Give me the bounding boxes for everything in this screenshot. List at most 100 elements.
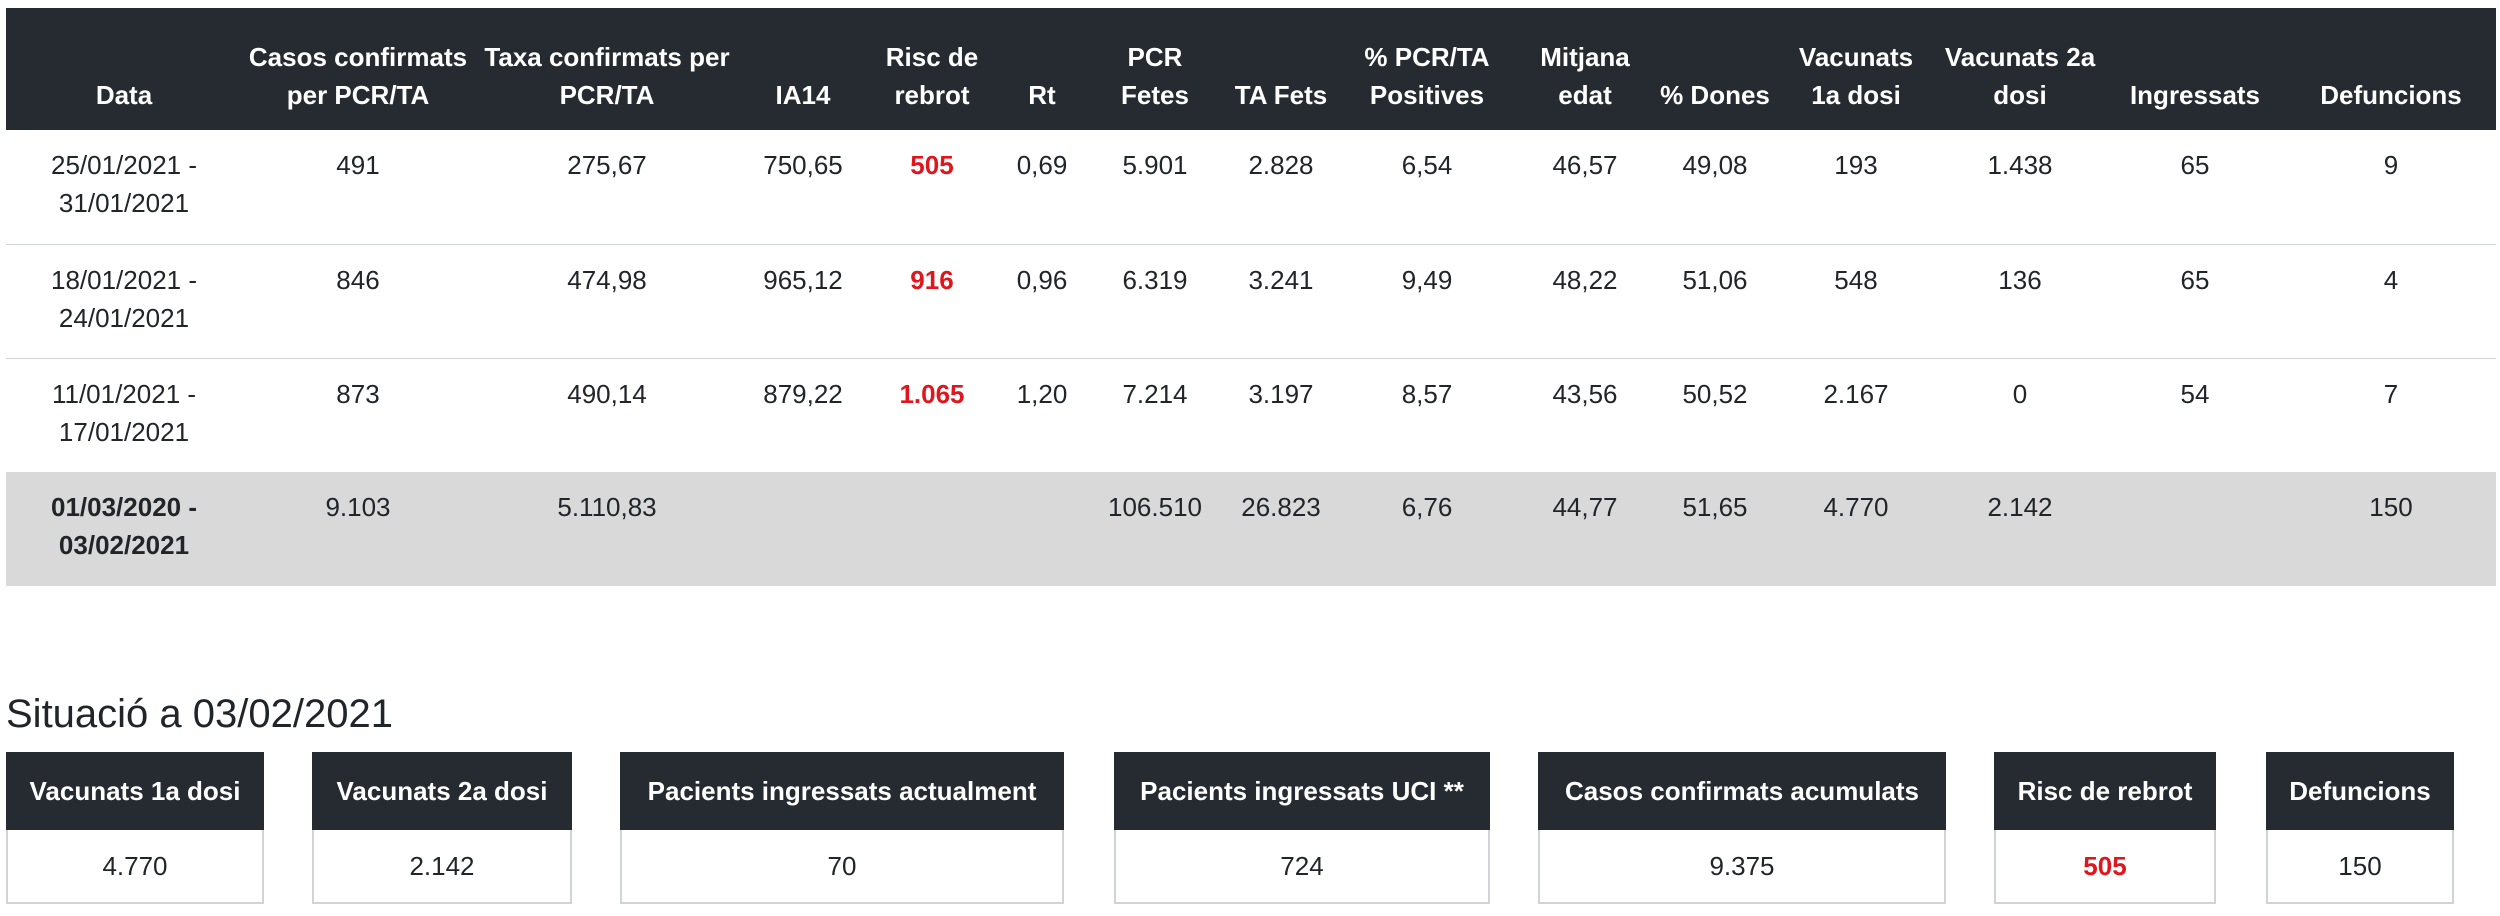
cell-dones: 50,52 [1654, 357, 1776, 472]
header-ta: TA Fets [1224, 8, 1338, 130]
cell-rt: 0,69 [1016, 150, 1068, 180]
card-pacients-uci: Pacients ingressats UCI ** 724 [1114, 752, 1490, 904]
cell-ia14: 750,65 [763, 150, 843, 180]
cell-defuncions: 4 [2286, 243, 2496, 358]
cell-positives: 6,54 [1401, 150, 1453, 180]
card-value: 724 [1280, 851, 1324, 881]
cell-edat: 44,77 [1516, 472, 1654, 586]
cell-dones: 51,65 [1654, 472, 1776, 586]
cell-casos: 846 [242, 243, 474, 358]
cell-taxa: 490,14 [474, 357, 740, 472]
cell-pcr: 5.901 [1122, 150, 1188, 180]
cell-defuncions: 9 [2383, 150, 2399, 180]
cell-taxa: 474,98 [474, 243, 740, 358]
cell-risc [866, 472, 998, 586]
cell-ingressats [2104, 472, 2286, 586]
cell-rt: 1,20 [998, 357, 1086, 472]
cell-vac1: 548 [1776, 243, 1936, 358]
table-row: 18/01/2021 - 24/01/2021 846 474,98 965,1… [6, 243, 2496, 358]
cell-rt: 0,96 [998, 243, 1086, 358]
card-label: Pacients ingressats UCI ** [1114, 752, 1490, 830]
card-risc-rebrot: Risc de rebrot 505 [1994, 752, 2216, 904]
cell-vac1: 2.167 [1776, 357, 1936, 472]
cell-positives: 8,57 [1338, 357, 1516, 472]
cell-data: 11/01/2021 - 17/01/2021 [6, 357, 242, 472]
cell-dones: 49,08 [1682, 150, 1748, 180]
card-value: 4.770 [102, 851, 168, 881]
cell-ta: 2.828 [1248, 150, 1314, 180]
cell-ingressats: 54 [2104, 357, 2286, 472]
table-row: 25/01/2021 - 31/01/2021 491 275,67 750,6… [6, 130, 2496, 244]
header-data: Data [6, 8, 242, 130]
header-dones: % Dones [1654, 8, 1776, 130]
cell-defuncions: 150 [2286, 472, 2496, 586]
card-label: Vacunats 2a dosi [312, 752, 572, 830]
card-label: Risc de rebrot [1994, 752, 2216, 830]
situacio-title: Situació a 03/02/2021 [6, 692, 393, 736]
cell-pcr: 106.510 [1086, 472, 1224, 586]
weekly-data-table-container: Data Casos confirmats per PCR/TA Taxa co… [6, 8, 2496, 586]
cell-data: 18/01/2021 - 24/01/2021 [6, 243, 242, 358]
cell-edat: 48,22 [1516, 243, 1654, 358]
header-defuncions: Defuncions [2286, 8, 2496, 130]
cell-taxa: 5.110,83 [474, 472, 740, 586]
card-value: 9.375 [1709, 851, 1775, 881]
cell-pcr: 7.214 [1086, 357, 1224, 472]
table-row: 11/01/2021 - 17/01/2021 873 490,14 879,2… [6, 357, 2496, 472]
cell-risc: 505 [910, 150, 954, 180]
card-vacunats-1a-dosi: Vacunats 1a dosi 4.770 [6, 752, 264, 904]
cell-defuncions: 7 [2286, 357, 2496, 472]
cell-pcr: 6.319 [1086, 243, 1224, 358]
header-vac1: Vacunats 1a dosi [1776, 8, 1936, 130]
header-ingressats: Ingressats [2104, 8, 2286, 130]
header-taxa: Taxa confirmats per PCR/TA [474, 8, 740, 130]
cell-vac1: 4.770 [1776, 472, 1936, 586]
cell-casos: 491 [336, 150, 380, 180]
header-positives: % PCR/TA Positives [1338, 8, 1516, 130]
table-total-row: 01/03/2020 - 03/02/2021 9.103 5.110,83 1… [6, 472, 2496, 586]
cell-ia14: 965,12 [740, 243, 866, 358]
cell-dones: 51,06 [1654, 243, 1776, 358]
card-defuncions: Defuncions 150 [2266, 752, 2454, 904]
cell-ta: 3.241 [1224, 243, 1338, 358]
cell-ingressats: 65 [2180, 150, 2210, 180]
cell-data: 25/01/2021 - 31/01/2021 [50, 150, 197, 218]
cell-data: 01/03/2020 - 03/02/2021 [6, 472, 242, 586]
cell-vac2: 1.438 [1987, 150, 2053, 180]
cell-ta: 26.823 [1224, 472, 1338, 586]
cell-vac2: 2.142 [1936, 472, 2104, 586]
cell-ia14: 879,22 [740, 357, 866, 472]
cell-ta: 3.197 [1224, 357, 1338, 472]
cell-vac2: 0 [1936, 357, 2104, 472]
cell-risc: 916 [866, 243, 998, 358]
cell-casos: 9.103 [242, 472, 474, 586]
cell-vac1: 193 [1834, 150, 1878, 180]
card-value: 2.142 [409, 851, 475, 881]
header-vac2: Vacunats 2a dosi [1936, 8, 2104, 130]
cell-vac2: 136 [1936, 243, 2104, 358]
card-label: Vacunats 1a dosi [6, 752, 264, 830]
cell-rt [998, 472, 1086, 586]
cell-ingressats: 65 [2104, 243, 2286, 358]
cell-positives: 9,49 [1338, 243, 1516, 358]
cell-edat: 43,56 [1516, 357, 1654, 472]
cell-casos: 873 [242, 357, 474, 472]
cell-risc: 1.065 [866, 357, 998, 472]
cell-taxa: 275,67 [567, 150, 647, 180]
header-rt: Rt [998, 8, 1086, 130]
card-label: Defuncions [2266, 752, 2454, 830]
card-value: 150 [2338, 851, 2382, 881]
card-pacients-ingressats: Pacients ingressats actualment 70 [620, 752, 1064, 904]
card-value: 70 [827, 851, 857, 881]
weekly-data-table: Data Casos confirmats per PCR/TA Taxa co… [6, 8, 2496, 586]
header-risc: Risc de rebrot [866, 8, 998, 130]
card-casos-acumulats: Casos confirmats acumulats 9.375 [1538, 752, 1946, 904]
card-label: Casos confirmats acumulats [1538, 752, 1946, 830]
header-ia14: IA14 [740, 8, 866, 130]
cell-edat: 46,57 [1552, 150, 1618, 180]
cell-ia14 [740, 472, 866, 586]
card-label: Pacients ingressats actualment [620, 752, 1064, 830]
header-pcr: PCR Fetes [1086, 8, 1224, 130]
table-header-row: Data Casos confirmats per PCR/TA Taxa co… [6, 8, 2496, 130]
cell-positives: 6,76 [1338, 472, 1516, 586]
